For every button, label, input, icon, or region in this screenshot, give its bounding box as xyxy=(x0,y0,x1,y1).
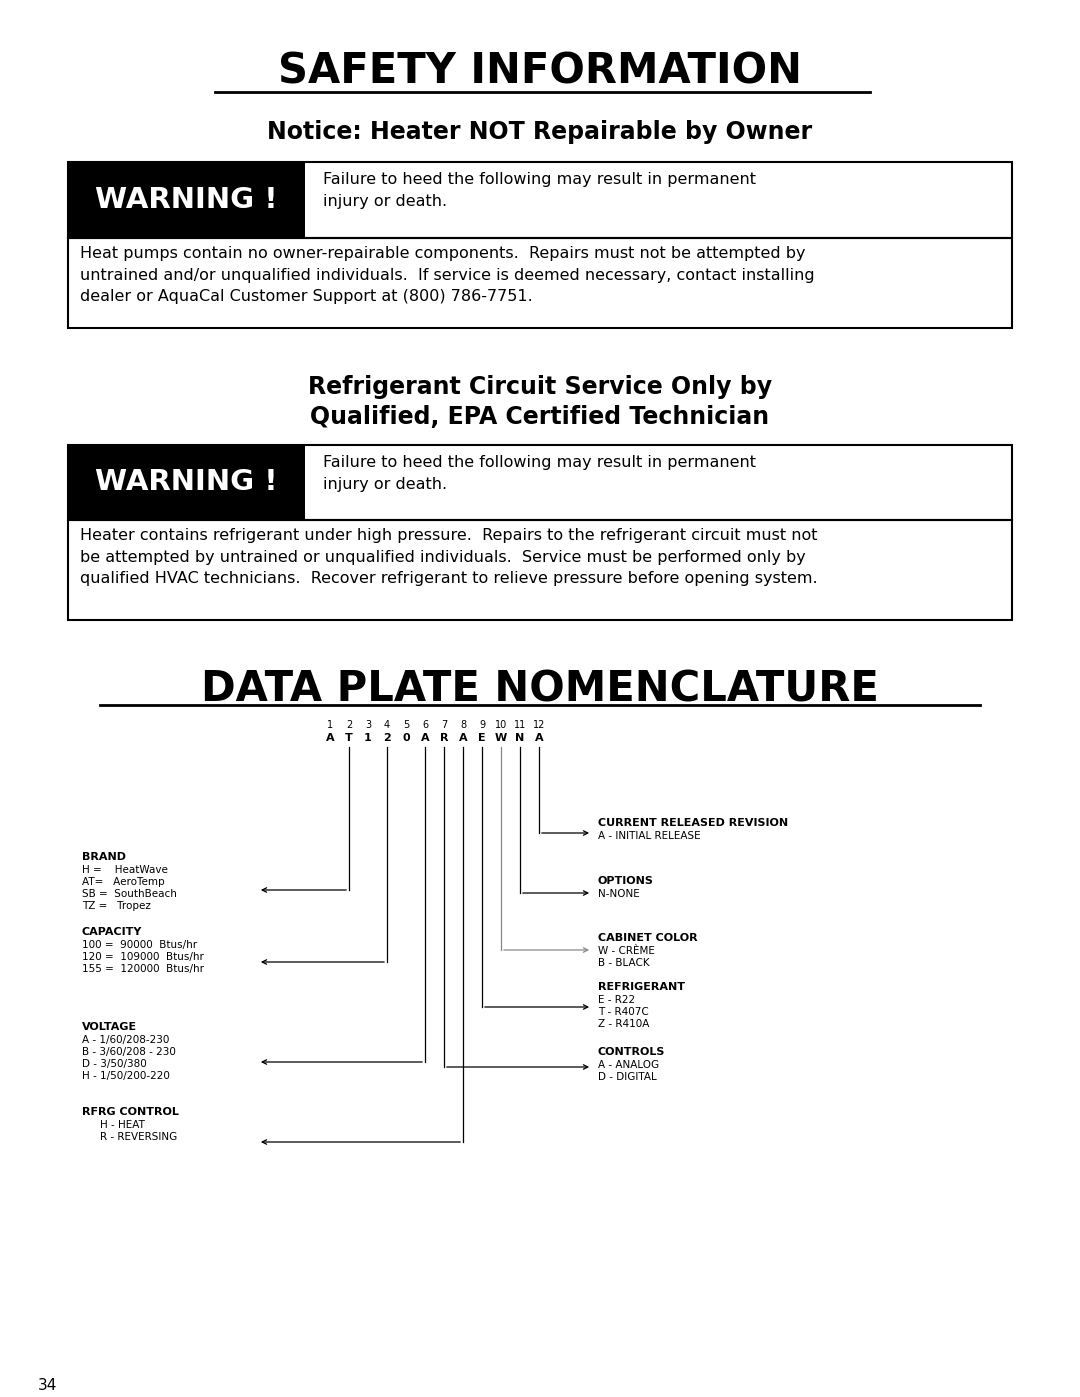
Text: H - 1/50/200-220: H - 1/50/200-220 xyxy=(82,1071,170,1081)
Text: CAPACITY: CAPACITY xyxy=(82,928,143,937)
Text: B - BLACK: B - BLACK xyxy=(598,958,650,968)
Text: Qualified, EPA Certified Technician: Qualified, EPA Certified Technician xyxy=(310,405,770,429)
Text: 12: 12 xyxy=(532,719,545,731)
Text: 2: 2 xyxy=(383,733,391,743)
Text: A - ANALOG: A - ANALOG xyxy=(598,1060,659,1070)
Text: D - DIGITAL: D - DIGITAL xyxy=(598,1071,657,1083)
Text: 10: 10 xyxy=(495,719,508,731)
Text: 9: 9 xyxy=(478,719,485,731)
Text: 2: 2 xyxy=(346,719,352,731)
Text: 1: 1 xyxy=(364,733,372,743)
Text: WARNING !: WARNING ! xyxy=(95,186,278,214)
Text: CONTROLS: CONTROLS xyxy=(598,1046,665,1058)
Text: REFRIGERANT: REFRIGERANT xyxy=(598,982,685,992)
Bar xyxy=(68,446,305,520)
Text: A - INITIAL RELEASE: A - INITIAL RELEASE xyxy=(598,831,701,841)
Text: RFRG CONTROL: RFRG CONTROL xyxy=(82,1106,179,1118)
Text: E: E xyxy=(478,733,486,743)
Text: AT=   AeroTemp: AT= AeroTemp xyxy=(82,877,164,887)
Text: N: N xyxy=(515,733,525,743)
Text: D - 3/50/380: D - 3/50/380 xyxy=(82,1059,147,1069)
Text: VOLTAGE: VOLTAGE xyxy=(82,1023,137,1032)
Text: OPTIONS: OPTIONS xyxy=(598,876,653,886)
Text: Failure to heed the following may result in permanent
injury or death.: Failure to heed the following may result… xyxy=(323,455,756,492)
Text: 3: 3 xyxy=(365,719,372,731)
Text: Z - R410A: Z - R410A xyxy=(598,1018,649,1030)
Text: 8: 8 xyxy=(460,719,467,731)
Text: SB =  SouthBeach: SB = SouthBeach xyxy=(82,888,177,900)
Text: DATA PLATE NOMENCLATURE: DATA PLATE NOMENCLATURE xyxy=(201,668,879,710)
Text: A: A xyxy=(459,733,468,743)
Text: Notice: Heater NOT Repairable by Owner: Notice: Heater NOT Repairable by Owner xyxy=(268,120,812,144)
Text: 5: 5 xyxy=(403,719,409,731)
Text: CABINET COLOR: CABINET COLOR xyxy=(598,933,698,943)
Text: W: W xyxy=(495,733,508,743)
Text: BRAND: BRAND xyxy=(82,852,126,862)
Text: Heater contains refrigerant under high pressure.  Repairs to the refrigerant cir: Heater contains refrigerant under high p… xyxy=(80,528,818,587)
Text: W - CRÈME: W - CRÈME xyxy=(598,946,654,956)
Text: B - 3/60/208 - 230: B - 3/60/208 - 230 xyxy=(82,1046,176,1058)
Bar xyxy=(68,162,1012,237)
Text: 120 =  109000  Btus/hr: 120 = 109000 Btus/hr xyxy=(82,951,204,963)
Text: 11: 11 xyxy=(514,719,526,731)
Text: T - R407C: T - R407C xyxy=(598,1007,649,1017)
Text: A: A xyxy=(421,733,430,743)
Text: CURRENT RELEASED REVISION: CURRENT RELEASED REVISION xyxy=(598,819,788,828)
Text: 7: 7 xyxy=(441,719,447,731)
Text: T: T xyxy=(346,733,353,743)
Text: R - REVERSING: R - REVERSING xyxy=(100,1132,177,1141)
Text: R: R xyxy=(440,733,448,743)
Text: A - 1/60/208-230: A - 1/60/208-230 xyxy=(82,1035,170,1045)
Text: 34: 34 xyxy=(38,1377,57,1393)
Text: Failure to heed the following may result in permanent
injury or death.: Failure to heed the following may result… xyxy=(323,172,756,208)
Bar xyxy=(68,237,1012,328)
Text: 6: 6 xyxy=(422,719,428,731)
Text: 155 =  120000  Btus/hr: 155 = 120000 Btus/hr xyxy=(82,964,204,974)
Text: H - HEAT: H - HEAT xyxy=(100,1120,145,1130)
Text: N-NONE: N-NONE xyxy=(598,888,639,900)
Text: A: A xyxy=(535,733,543,743)
Text: TZ =   Tropez: TZ = Tropez xyxy=(82,901,151,911)
Text: 1: 1 xyxy=(327,719,333,731)
Text: E - R22: E - R22 xyxy=(598,995,635,1004)
Text: 0: 0 xyxy=(402,733,409,743)
Bar xyxy=(68,162,305,237)
Text: Heat pumps contain no owner-repairable components.  Repairs must not be attempte: Heat pumps contain no owner-repairable c… xyxy=(80,246,814,305)
Text: A: A xyxy=(326,733,335,743)
Text: Refrigerant Circuit Service Only by: Refrigerant Circuit Service Only by xyxy=(308,374,772,400)
Bar xyxy=(68,520,1012,620)
Bar xyxy=(68,446,1012,520)
Text: 100 =  90000  Btus/hr: 100 = 90000 Btus/hr xyxy=(82,940,198,950)
Text: SAFETY INFORMATION: SAFETY INFORMATION xyxy=(278,50,802,92)
Text: WARNING !: WARNING ! xyxy=(95,468,278,496)
Text: 4: 4 xyxy=(383,719,390,731)
Text: H =    HeatWave: H = HeatWave xyxy=(82,865,167,875)
